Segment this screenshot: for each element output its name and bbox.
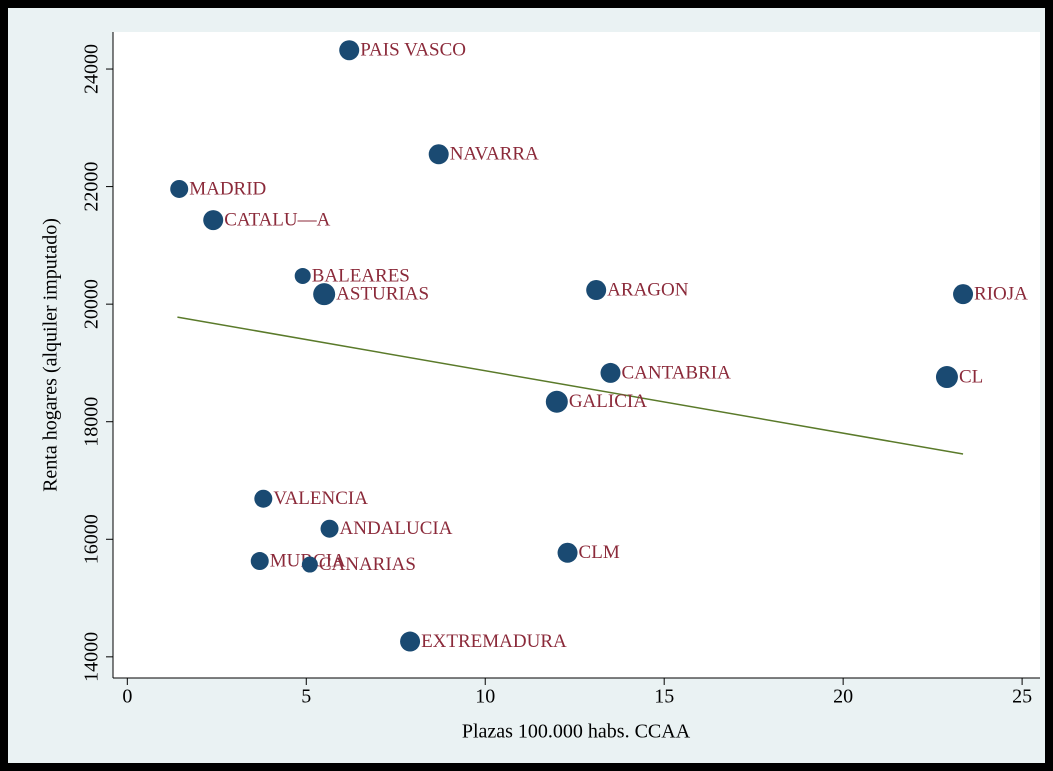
point-label: BALEARES	[312, 265, 410, 286]
point-label: PAIS VASCO	[360, 40, 466, 61]
point	[313, 283, 336, 306]
point	[400, 631, 421, 652]
x-axis-title: Plazas 100.000 habs. CCAA	[462, 721, 691, 743]
point-label: CL	[959, 366, 983, 387]
point	[545, 390, 568, 413]
y-tick-label: 18000	[81, 397, 103, 447]
point-label: CANARIAS	[319, 554, 416, 575]
point-label: ASTURIAS	[336, 284, 429, 305]
point-label: GALICIA	[569, 391, 647, 412]
x-tick-label: 20	[833, 686, 853, 708]
x-tick-label: 10	[475, 686, 495, 708]
point-label: ANDALUCIA	[340, 518, 453, 539]
point-label: EXTREMADURA	[421, 631, 567, 652]
point	[428, 144, 449, 165]
y-tick-label: 24000	[81, 44, 103, 94]
point	[935, 366, 958, 389]
point	[254, 489, 273, 508]
y-tick-label: 16000	[81, 514, 103, 564]
point	[339, 40, 360, 61]
y-tick-label: 22000	[81, 162, 103, 212]
point-label: ARAGON	[607, 279, 689, 300]
point	[294, 267, 311, 284]
y-axis-title: Renta hogares (alquiler imputado)	[40, 218, 62, 492]
plot-area	[113, 32, 1040, 678]
fit-line	[177, 316, 964, 455]
point-label: CATALU—A	[224, 209, 330, 230]
point-label: CLM	[579, 542, 620, 563]
point-label: VALENCIA	[273, 488, 368, 509]
point-label: NAVARRA	[450, 144, 539, 165]
point	[250, 552, 269, 571]
point-label: CANTABRIA	[622, 362, 732, 383]
point	[600, 362, 621, 383]
x-tick-label: 25	[1012, 686, 1032, 708]
x-tick-label: 15	[654, 686, 674, 708]
x-tick-label: 0	[122, 686, 132, 708]
point	[301, 556, 318, 573]
y-tick-label: 20000	[81, 279, 103, 329]
point	[586, 280, 607, 301]
point	[320, 519, 339, 538]
point	[203, 210, 224, 231]
point	[170, 179, 189, 198]
point	[557, 542, 578, 563]
y-tick-label: 14000	[81, 632, 103, 682]
point-label: MADRID	[189, 178, 266, 199]
point	[953, 284, 974, 305]
point-label: RIOJA	[974, 284, 1028, 305]
x-tick-label: 5	[301, 686, 311, 708]
